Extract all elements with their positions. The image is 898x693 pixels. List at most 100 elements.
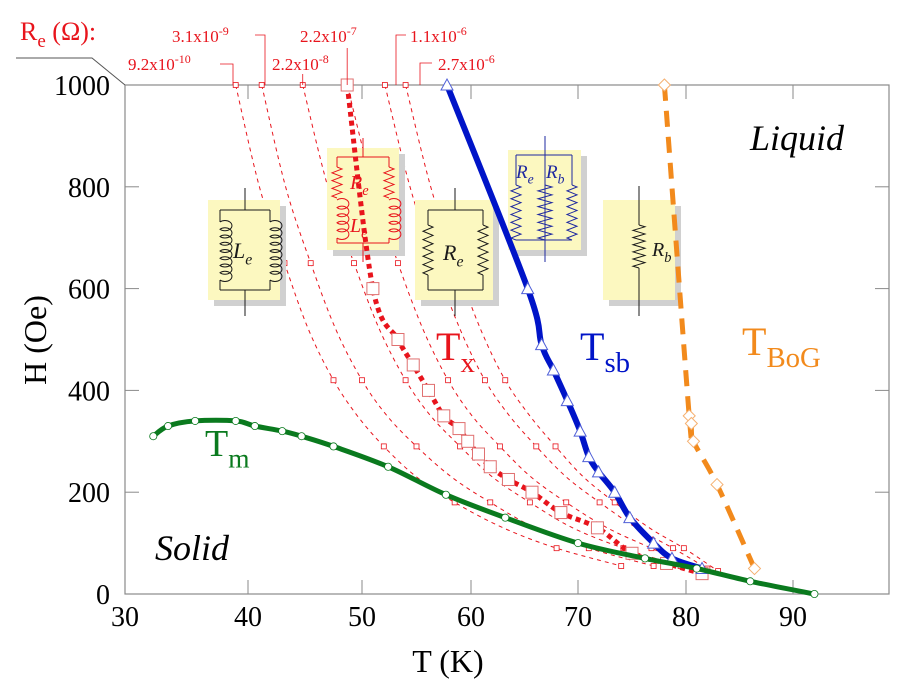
re-header-rest: (Ω): [46,17,96,46]
re-curve-marker [482,377,488,384]
series-label-Tm-sub: m [228,443,249,473]
data-point-Tm [384,462,393,471]
x-tick-label: 60 [457,602,485,633]
inset-wires [427,188,484,316]
series-TBoG [657,78,762,576]
data-point-Tx [590,521,604,535]
x-tick-label: 40 [234,602,262,633]
resistor-icon [330,166,344,199]
series-line-TBoG [661,84,757,570]
inset-wires [219,188,271,316]
y-tick-label: 1000 [54,71,110,102]
data-point-Tsb [581,449,596,463]
region-label-solid: Solid [155,528,230,568]
re-curve-line [261,84,654,567]
data-point-Tm [574,539,583,548]
inset-label-main: R [442,240,457,265]
series-label-Tx-main: T [436,324,460,369]
re-curve-label-exp: -8 [319,52,329,66]
re-curve-marker [533,443,540,450]
plot-frame [124,84,890,595]
series-label-TBoG-sub: BoG [766,342,820,374]
data-point-Tx [452,422,466,436]
inset-label: Le [349,215,368,242]
resistor-icon [509,184,523,241]
y-axis-label: H (Oe) [17,295,53,385]
series-label-Tx: Tx [436,324,475,379]
inset-bulk-resistor-circuit: Rb [603,186,681,316]
data-point-Tsb [534,337,549,351]
re-curve-marker [307,260,314,267]
re-curve-marker [232,82,239,88]
resistor-icon [536,184,554,241]
data-point-Tm [278,427,287,436]
re-curve-marker [330,377,337,384]
data-point-Tm [250,422,259,431]
re-curve-marker [502,377,509,384]
inset-label-main: R [545,162,558,183]
inductor-icon [388,198,402,240]
labels: Re (Ω):9.2x10-103.1x10-92.2x10-82.2x10-7… [20,17,845,568]
re-curve-label: 1.1x10-6 [410,24,467,46]
header-bracket-line [16,57,126,86]
data-point-Tm [297,432,306,441]
re-header-sub: e [37,31,45,52]
re-curve-marker [413,443,420,450]
series [149,77,819,599]
resistor-icon [382,166,396,199]
inductor-icon [219,220,233,282]
data-point-Tsb [591,464,606,478]
series-label-TBoG-main: T [742,319,766,364]
x-tick-label: 30 [111,602,139,633]
series-label-Tsb-main: T [580,324,604,369]
data-point-Tm [810,590,819,599]
inset-label: Re [442,240,463,271]
inset-label-main: L [232,238,245,263]
y-tick-label: 200 [68,478,110,509]
inset-label-main: R [515,162,528,183]
inset-resistor-circuit: Re [415,188,499,316]
data-point-Tm [692,564,701,573]
data-point-Tm [640,554,649,563]
re-curve-marker [553,545,560,552]
data-point-Tm [501,513,510,522]
inset-label-main: L [349,215,361,237]
data-point-Tm [231,416,240,425]
x-axis-label: T (K) [412,643,483,679]
series-label-TBoG: TBoG [742,319,821,374]
data-point-Tx [366,282,380,296]
data-point-TBoG [686,434,701,449]
re-curve-label: 9.2x10-10 [128,52,191,74]
inset-wires [336,138,390,262]
data-point-Tm [191,416,200,425]
data-point-Tsb [646,536,661,549]
re-curve-marker [258,82,265,88]
inset-label-sub: e [456,254,463,271]
re-curve-label: 2.2x10-7 [300,24,357,46]
inset-label: Rb [545,162,565,187]
re-curve-marker [402,377,409,384]
re-curve-label-base: 3.1x10 [172,27,219,46]
re-curve-label-base: 9.2x10 [128,55,175,74]
inductor-icon [336,198,350,240]
re-header-label: Re (Ω): [20,17,96,52]
inset-label-sub: e [362,183,369,199]
data-point-Tx [525,485,539,499]
inset-label-sub: e [361,226,368,242]
axes: 30 40 50 60 70 80 90 0 200 400 600 800 1000 T (K) H (O… [16,57,890,679]
inset-wires [515,136,573,262]
y-tick-label: 0 [96,580,110,611]
data-point-Tm [441,490,450,499]
series-label-Tsb: Tsb [580,324,630,379]
re-header-main: R [20,17,38,46]
re-curve-marker [381,82,388,88]
inset-label: Rb [651,239,671,266]
data-point-TBoG [710,477,724,492]
series-Tsb [440,77,709,575]
data-point-Tsb [440,77,454,91]
re-curve-marker [596,499,603,506]
inset-inductor-circuit: Le [208,188,286,316]
data-point-Tsb [622,510,637,524]
x-tick-label: 50 [348,602,376,633]
